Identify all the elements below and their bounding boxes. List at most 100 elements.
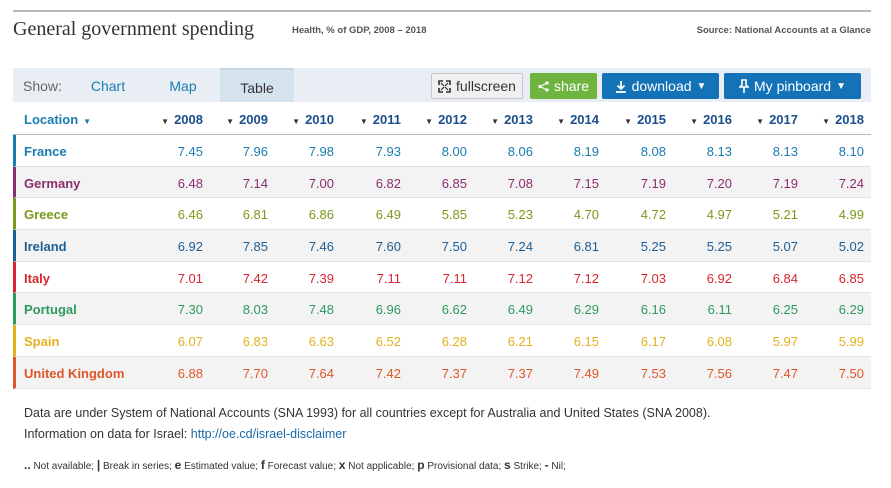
- table-cell: 7.12: [573, 270, 599, 286]
- table-cell: 7.50: [441, 239, 467, 255]
- table-cell: 8.00: [441, 144, 467, 159]
- table-cell: 8.10: [838, 144, 864, 159]
- table-row: Italy 7.01 7.42 7.39 7.11 7.11 7.12 7.12 7.03 6.9…: [13, 261, 871, 294]
- table-cell: 7.98: [308, 144, 334, 159]
- row-location-label[interactable]: France: [24, 144, 67, 159]
- israel-disclaimer-link[interactable]: http://oe.cd/israel-disclaimer: [190, 427, 347, 441]
- table-header: Location ▼ ▼ 2008 ▼ 2009 ▼ 2010 ▼ 2011 ▼ 2012 ▼ 2013…: [13, 104, 871, 135]
- legend-text: Not available;: [33, 461, 95, 472]
- legend-text: Not applicable;: [348, 461, 415, 472]
- pinboard-button[interactable]: My pinboard ▼: [724, 73, 861, 99]
- table-cell: 5.85: [441, 207, 467, 223]
- column-header-year[interactable]: ▼ 2011: [345, 112, 401, 127]
- symbol-legend: .. Not available; | Break in series; e E…: [24, 458, 566, 472]
- table-cell: 7.47: [772, 365, 798, 381]
- sort-arrow-icon: ▼: [690, 117, 699, 126]
- column-header-year[interactable]: ▼ 2014: [543, 112, 599, 127]
- table-cell: 7.19: [640, 175, 666, 191]
- row-location-label[interactable]: Portugal: [24, 302, 77, 318]
- table-cell: 6.92: [177, 239, 203, 255]
- column-header-year-label: 2010: [305, 112, 334, 127]
- table-cell: 6.85: [441, 175, 467, 191]
- column-header-location-label: Location: [24, 112, 79, 127]
- column-header-year[interactable]: ▼ 2017: [742, 112, 798, 127]
- download-button[interactable]: download ▼: [602, 73, 719, 99]
- table-cell: 6.25: [772, 302, 798, 318]
- column-header-year-label: 2014: [570, 112, 599, 127]
- row-location-label[interactable]: Greece: [24, 207, 69, 223]
- share-label: share: [553, 78, 590, 94]
- table-cell: 5.02: [838, 239, 864, 255]
- column-header-year[interactable]: ▼ 2010: [278, 112, 334, 127]
- table-cell: 4.97: [706, 207, 732, 223]
- row-location-label[interactable]: Ireland: [24, 239, 67, 255]
- table-cell: 6.08: [706, 334, 732, 350]
- table-row: France 7.45 7.96 7.98 7.93 8.00 8.06 8.19 8.08 8.…: [13, 135, 871, 167]
- legend-symbol: ..: [24, 458, 31, 472]
- chevron-down-icon: ▼: [836, 80, 846, 92]
- table-cell: 7.11: [442, 270, 467, 286]
- table-cell: 7.48: [308, 302, 334, 318]
- legend-text: Break in series;: [102, 461, 172, 472]
- sort-arrow-icon: ▼: [822, 117, 831, 126]
- table-cell: 7.12: [507, 270, 533, 286]
- source-label: Source: National Accounts at a Glance: [696, 25, 871, 36]
- data-table: Location ▼ ▼ 2008 ▼ 2009 ▼ 2010 ▼ 2011 ▼ 2012 ▼ 2013…: [13, 104, 871, 389]
- table-row: Germany 6.48 7.14 7.00 6.82 6.85 7.08 7.15 7.19 7…: [13, 166, 871, 199]
- table-cell: 8.13: [706, 144, 732, 159]
- table-cell: 7.03: [640, 270, 666, 286]
- column-header-year[interactable]: ▼ 2018: [808, 112, 864, 127]
- table-cell: 7.01: [177, 270, 203, 286]
- row-location-label[interactable]: Germany: [24, 175, 81, 191]
- tab-table[interactable]: Table: [220, 68, 294, 102]
- column-header-year[interactable]: ▼ 2015: [610, 112, 666, 127]
- table-cell: 7.50: [838, 365, 864, 381]
- column-header-year[interactable]: ▼ 2012: [411, 112, 467, 127]
- table-cell: 7.19: [772, 175, 798, 191]
- table-cell: 7.08: [507, 175, 533, 191]
- column-header-year[interactable]: ▼ 2016: [676, 112, 732, 127]
- table-cell: 6.49: [375, 207, 401, 223]
- sort-arrow-icon: ▼: [425, 117, 434, 126]
- legend-text: Estimated value;: [184, 461, 259, 472]
- column-header-year-label: 2017: [769, 112, 798, 127]
- table-cell: 6.88: [177, 365, 203, 381]
- column-header-year[interactable]: ▼ 2009: [212, 112, 268, 127]
- table-cell: 6.81: [242, 207, 268, 223]
- legend-symbol: f: [260, 458, 265, 472]
- table-cell: 6.48: [177, 175, 203, 191]
- view-toolbar: Show: Chart Map Table fullscreen share d…: [13, 68, 871, 102]
- column-header-year[interactable]: ▼ 2008: [147, 112, 203, 127]
- sna-note: Data are under System of National Accoun…: [24, 406, 711, 420]
- sort-arrow-icon: ▼: [226, 117, 235, 126]
- share-button[interactable]: share: [530, 73, 597, 99]
- israel-note: Information on data for Israel: http://o…: [24, 424, 710, 445]
- sort-arrow-icon: ▼: [292, 117, 301, 126]
- table-cell: 7.56: [706, 365, 732, 381]
- table-cell: 8.03: [242, 302, 268, 318]
- fullscreen-button[interactable]: fullscreen: [431, 73, 523, 99]
- row-location-label[interactable]: Italy: [24, 270, 51, 286]
- row-location-label[interactable]: United Kingdom: [24, 365, 125, 381]
- legend-symbol: -: [544, 458, 549, 472]
- tab-map[interactable]: Map: [169, 78, 197, 94]
- column-header-location[interactable]: Location ▼: [24, 112, 91, 127]
- table-row: Portugal 7.30 8.03 7.48 6.96 6.62 6.49 6.29 6.16…: [13, 293, 871, 326]
- tab-chart[interactable]: Chart: [90, 78, 126, 94]
- table-cell: 5.07: [772, 239, 798, 255]
- column-header-year-label: 2008: [174, 112, 203, 127]
- column-header-year[interactable]: ▼ 2013: [477, 112, 533, 127]
- table-cell: 6.86: [308, 207, 334, 223]
- column-header-year-label: 2009: [239, 112, 268, 127]
- row-location-label[interactable]: Spain: [24, 334, 60, 350]
- column-header-year-label: 2018: [835, 112, 864, 127]
- sort-arrow-icon: ▼: [83, 117, 92, 126]
- top-divider: [13, 10, 871, 12]
- table-cell: 7.45: [177, 144, 203, 159]
- table-cell: 7.46: [308, 239, 334, 255]
- table-cell: 6.21: [507, 334, 533, 350]
- chart-header: General government spending Health, % of…: [13, 18, 871, 46]
- legend-text: Nil;: [551, 461, 566, 472]
- table-cell: 6.28: [441, 334, 467, 350]
- table-cell: 8.08: [640, 144, 666, 159]
